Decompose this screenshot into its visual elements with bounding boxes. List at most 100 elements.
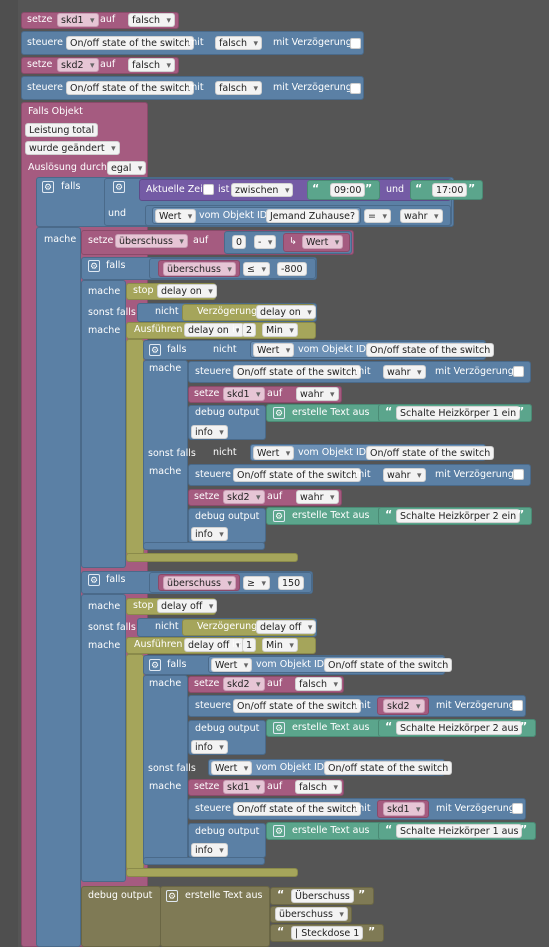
var-skd2-dropdown[interactable]: skd2: [383, 699, 425, 714]
object-id-field[interactable]: On/off state of the switch: [233, 699, 362, 713]
timer-dropdown[interactable]: delay off: [157, 599, 218, 614]
gear-icon[interactable]: ⚙: [88, 574, 100, 586]
value-dropdown[interactable]: Wert: [211, 658, 253, 673]
value-wahr-dropdown[interactable]: wahr: [296, 490, 339, 505]
gear-icon[interactable]: ⚙: [273, 722, 285, 734]
delay-checkbox[interactable]: [350, 38, 361, 49]
text-field[interactable]: Schalte Heizkörper 2 ein: [396, 509, 521, 523]
value-falsch-dropdown[interactable]: falsch: [215, 36, 262, 51]
var-skd1-dropdown[interactable]: skd1: [57, 13, 99, 28]
object-id-field[interactable]: On/off state of the switch: [233, 802, 362, 816]
text-field[interactable]: Schalte Heizkörper 1 ein: [396, 406, 521, 420]
value-falsch-dropdown[interactable]: falsch: [295, 780, 342, 795]
gear-icon[interactable]: ⚙: [166, 890, 178, 902]
timer-name-field[interactable]: delay off: [184, 638, 245, 653]
log-level-dropdown[interactable]: info: [191, 425, 228, 440]
text-join-block[interactable]: [160, 886, 270, 947]
object-id-field[interactable]: On/off state of the switch: [324, 761, 453, 775]
gear-icon[interactable]: ⚙: [149, 344, 161, 356]
number-field[interactable]: 150: [278, 576, 305, 590]
delay-checkbox[interactable]: [512, 700, 523, 711]
mit-verzoegerung-label: mit Verzögerung: [273, 82, 352, 93]
gear-icon[interactable]: ⚙: [149, 659, 161, 671]
gear-icon[interactable]: ⚙: [42, 181, 54, 193]
value-dropdown[interactable]: Wert: [211, 761, 253, 776]
gear-icon[interactable]: ⚙: [88, 260, 100, 272]
object-id-field[interactable]: On/off state of the switch: [66, 36, 195, 50]
gear-icon[interactable]: ⚙: [273, 825, 285, 837]
delay-checkbox[interactable]: [512, 803, 523, 814]
math-operator-dropdown[interactable]: -: [254, 235, 277, 250]
var-ueberschuss-dropdown[interactable]: überschuss: [275, 907, 348, 922]
gear-icon[interactable]: ⚙: [273, 407, 285, 419]
ausfuehren-label: Ausführen: [134, 639, 183, 650]
unit-dropdown[interactable]: Min: [262, 323, 298, 338]
quote-icon: ”: [468, 182, 476, 195]
time-checkbox[interactable]: [203, 184, 214, 195]
auf-label: auf: [100, 59, 116, 70]
operator-dropdown[interactable]: zwischen: [231, 183, 294, 198]
sonst-falls-label: sonst falls: [148, 448, 196, 459]
value-falsch-dropdown[interactable]: falsch: [128, 58, 175, 73]
timer-dropdown[interactable]: delay on: [157, 284, 217, 299]
text-field[interactable]: | Steckdose 1: [291, 926, 364, 940]
delay-checkbox[interactable]: [350, 83, 361, 94]
number-field[interactable]: 0: [232, 235, 247, 249]
unit-dropdown[interactable]: Min: [262, 638, 298, 653]
object-field[interactable]: Leistung total: [25, 123, 99, 137]
log-level-dropdown[interactable]: info: [191, 843, 228, 858]
steuere-label: steuere: [195, 700, 231, 711]
object-id-field[interactable]: On/off state of the switch: [233, 468, 362, 482]
var-skd2-dropdown[interactable]: skd2: [223, 490, 265, 505]
var-ueberschuss-dropdown[interactable]: überschuss: [163, 576, 236, 591]
object-id-field[interactable]: On/off state of the switch: [324, 658, 453, 672]
condition-dropdown[interactable]: wurde geändert: [25, 141, 120, 156]
delay-amount-field[interactable]: 2: [242, 323, 257, 337]
var-wert-dropdown[interactable]: Wert: [302, 235, 344, 250]
delay-checkbox[interactable]: [513, 366, 524, 377]
value-wahr-dropdown[interactable]: wahr: [383, 468, 426, 483]
object-id-field[interactable]: On/off state of the switch: [233, 365, 362, 379]
text-field[interactable]: Schalte Heizkörper 1 aus: [396, 824, 523, 838]
timer-dropdown[interactable]: delay off: [256, 620, 317, 635]
gear-icon[interactable]: ⚙: [273, 510, 285, 522]
value-wahr-dropdown[interactable]: wahr: [400, 209, 443, 224]
var-ueberschuss-dropdown[interactable]: überschuss: [115, 234, 188, 249]
object-id-field[interactable]: On/off state of the switch: [366, 446, 495, 460]
debug-output-block[interactable]: [81, 886, 161, 947]
var-skd2-dropdown[interactable]: skd2: [57, 58, 99, 73]
value-dropdown[interactable]: Wert: [253, 446, 295, 461]
object-id-field[interactable]: On/off state of the switch: [366, 343, 495, 357]
number-field[interactable]: -800: [277, 262, 307, 276]
object-id-field[interactable]: On/off state of the switch: [66, 81, 195, 95]
var-skd2-dropdown[interactable]: skd2: [223, 677, 265, 692]
delay-checkbox[interactable]: [513, 469, 524, 480]
value-falsch-dropdown[interactable]: falsch: [295, 677, 342, 692]
time-to-field[interactable]: 17:00: [432, 183, 468, 197]
time-from-field[interactable]: 09:00: [330, 183, 366, 197]
timer-dropdown[interactable]: delay on: [256, 305, 316, 320]
trigger-source-dropdown[interactable]: egal: [107, 161, 147, 176]
var-ueberschuss-dropdown[interactable]: überschuss: [163, 262, 236, 277]
log-level-dropdown[interactable]: info: [191, 527, 228, 542]
timer-name-field[interactable]: delay on: [184, 323, 244, 338]
operator-dropdown[interactable]: =: [364, 209, 391, 224]
value-wahr-dropdown[interactable]: wahr: [296, 387, 339, 402]
log-level-dropdown[interactable]: info: [191, 740, 228, 755]
var-skd1-dropdown[interactable]: skd1: [223, 387, 265, 402]
value-wahr-dropdown[interactable]: wahr: [383, 365, 426, 380]
value-dropdown[interactable]: Wert: [155, 209, 197, 224]
value-falsch-dropdown[interactable]: falsch: [128, 13, 175, 28]
var-skd1-dropdown[interactable]: skd1: [223, 780, 265, 795]
value-falsch-dropdown[interactable]: falsch: [215, 81, 262, 96]
setze-label: setze: [194, 678, 220, 689]
gear-icon[interactable]: ⚙: [113, 181, 125, 193]
text-field[interactable]: Schalte Heizkörper 2 aus: [396, 721, 523, 735]
operator-dropdown[interactable]: ≥: [243, 576, 270, 591]
value-dropdown[interactable]: Wert: [253, 343, 295, 358]
delay-amount-field[interactable]: 1: [242, 638, 257, 652]
var-skd1-dropdown[interactable]: skd1: [383, 802, 425, 817]
object-id-field[interactable]: Jemand Zuhause?: [266, 209, 360, 223]
text-field[interactable]: Überschuss: [291, 889, 354, 903]
operator-dropdown[interactable]: ≤: [243, 262, 270, 277]
